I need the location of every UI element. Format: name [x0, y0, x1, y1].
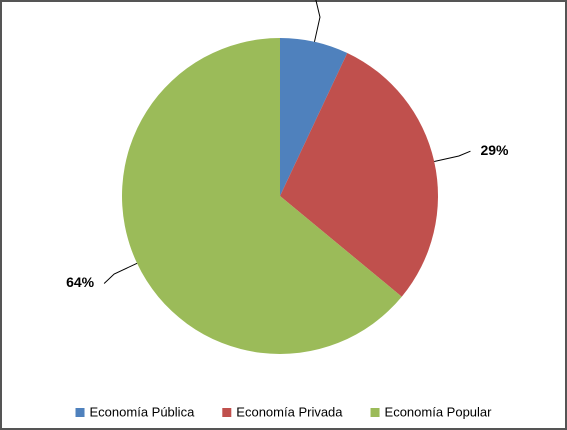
- pie-slice: [280, 53, 439, 297]
- legend-label: Economía Privada: [236, 404, 343, 419]
- data-label: 7%: [325, 0, 346, 2]
- pie-slice: [280, 38, 348, 196]
- legend-swatch: [75, 408, 85, 417]
- data-label: 29%: [480, 142, 509, 158]
- data-label: 64%: [66, 274, 95, 290]
- leader-line: [313, 0, 321, 42]
- legend-swatch: [222, 408, 232, 417]
- legend-swatch: [370, 408, 380, 417]
- leader-line: [434, 150, 471, 163]
- legend-label: Economía Popular: [385, 404, 493, 419]
- pie-slice: [122, 38, 402, 355]
- legend-label: Economía Pública: [90, 404, 196, 419]
- leader-line: [103, 262, 138, 284]
